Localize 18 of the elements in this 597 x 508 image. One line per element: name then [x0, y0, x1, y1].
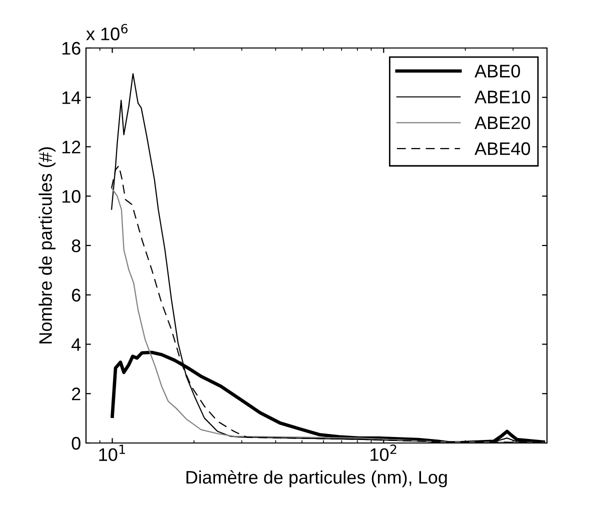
text: x 10$^{6}$ [86, 24, 128, 40]
x-tick-label: 10$^{2}$ [370, 444, 396, 461]
y-tick-label: 8 [72, 239, 80, 252]
y-tick-label: 4 [72, 338, 81, 351]
x-tick-label: 10$^{1}$ [99, 444, 125, 461]
y-tick-label: 16 [62, 42, 80, 55]
legend-label: ABE20 [474, 116, 530, 130]
y-tick-label: 14 [62, 91, 81, 104]
y-tick-label: 0 [72, 436, 80, 450]
y-tick-label: 6 [72, 288, 80, 302]
legend-label: ABE10 [474, 90, 530, 104]
legend-label: ABE0 [474, 64, 520, 78]
y-tick-label: 12 [62, 140, 80, 154]
y-tick-label: 2 [72, 388, 80, 400]
y-tick-label: 10 [62, 190, 80, 203]
legend-label: ABE40 [474, 142, 530, 156]
y-axis-title: Nombre de particules (#) [38, 147, 56, 344]
x-axis-title: Diamètre de particules (nm), Log [186, 470, 447, 488]
